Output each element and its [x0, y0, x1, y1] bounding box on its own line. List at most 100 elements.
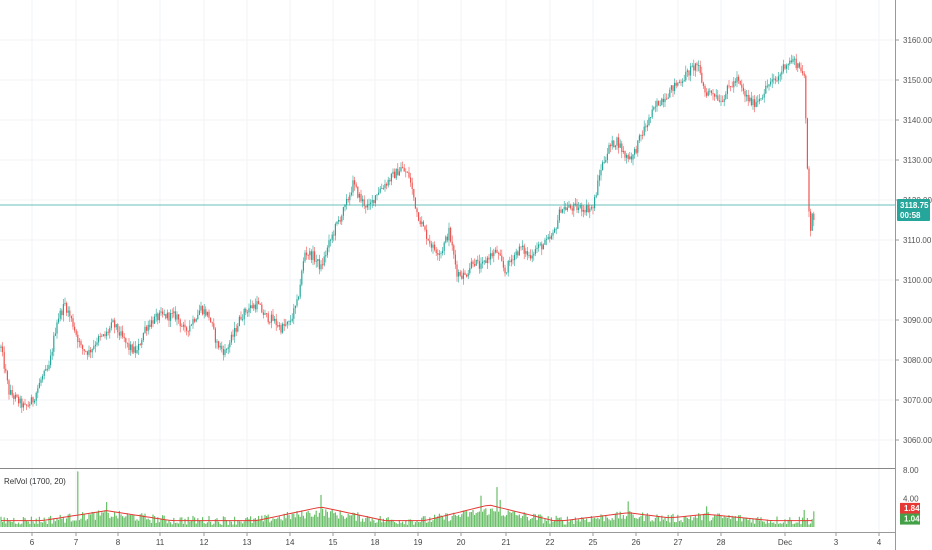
- candle-body: [782, 64, 784, 72]
- relvol-bar: [240, 521, 242, 527]
- relvol-tick-label: 4.00: [903, 495, 919, 504]
- time-tick-label: 3: [834, 538, 839, 547]
- candle-body: [475, 259, 477, 266]
- relvol-bar: [26, 520, 28, 527]
- candle-body: [597, 180, 599, 196]
- relvol-bar: [658, 515, 660, 527]
- candle-body: [806, 118, 808, 169]
- relvol-bar: [221, 524, 223, 527]
- candle-body: [170, 313, 172, 321]
- relvol-bar: [80, 518, 82, 527]
- candle-body: [392, 171, 394, 174]
- candle-body: [66, 303, 68, 313]
- candle-body: [629, 156, 631, 160]
- relvol-bar: [266, 515, 268, 527]
- candle-body: [451, 241, 453, 246]
- candle-body: [8, 380, 10, 395]
- candle-body: [662, 98, 664, 103]
- candle-body: [358, 194, 360, 198]
- candle-body: [773, 78, 775, 80]
- relvol-bar: [586, 518, 588, 527]
- candle-body: [406, 171, 408, 173]
- relvol-bar: [149, 519, 151, 527]
- relvol-bar: [616, 511, 618, 527]
- candle-body: [302, 261, 304, 271]
- candle-body: [656, 100, 658, 107]
- relvol-bar: [3, 517, 5, 527]
- candle-body: [69, 310, 71, 317]
- relvol-bar: [682, 522, 684, 527]
- candle-body: [594, 197, 596, 209]
- relvol-bar: [243, 521, 245, 527]
- relvol-bar: [611, 518, 613, 527]
- candle-body: [320, 264, 322, 270]
- relvol-bar: [366, 515, 368, 527]
- candle-body: [128, 343, 130, 351]
- candle-body: [174, 311, 176, 320]
- candle-body: [763, 93, 765, 98]
- candle-body: [410, 177, 412, 183]
- relvol-bar: [472, 509, 474, 527]
- candle-body: [699, 65, 701, 73]
- candle-body: [365, 205, 367, 208]
- candle-body: [26, 404, 28, 406]
- candle-body: [304, 252, 306, 262]
- candle-body: [562, 209, 564, 213]
- relvol-bar: [274, 519, 276, 527]
- candle-body: [608, 144, 610, 154]
- relvol-bar: [789, 517, 791, 527]
- candle-body: [139, 344, 141, 346]
- candle-body: [802, 71, 804, 74]
- candle-body: [181, 326, 183, 327]
- candle-body: [408, 172, 410, 178]
- candle-body: [101, 335, 103, 337]
- relvol-bar: [48, 517, 50, 527]
- candle-body: [550, 235, 552, 239]
- grid: [0, 0, 895, 532]
- candle-body: [749, 97, 751, 102]
- candle-body: [314, 251, 316, 262]
- relvol-bar: [714, 514, 716, 527]
- relvol-bar: [286, 512, 288, 527]
- candle-body: [133, 346, 135, 353]
- relvol-bar: [178, 523, 180, 527]
- candle-body: [664, 98, 666, 103]
- relvol-bar: [499, 499, 501, 527]
- relvol-bar: [102, 512, 104, 527]
- candle-body: [59, 310, 61, 319]
- relvol-bar: [784, 519, 786, 527]
- candle-body: [512, 259, 514, 261]
- candle-body: [141, 340, 143, 346]
- candle-body: [464, 272, 466, 275]
- relvol-bar: [674, 522, 676, 527]
- candle-body: [186, 327, 188, 331]
- relvol-bar: [179, 517, 181, 527]
- relvol-bar: [262, 521, 264, 527]
- candle-body: [222, 349, 224, 355]
- candle-body: [389, 179, 391, 182]
- candle-body: [659, 105, 661, 107]
- relvol-bar: [750, 522, 752, 527]
- candle-body: [286, 321, 288, 325]
- time-tick-label: 15: [329, 538, 338, 547]
- candle-body: [294, 305, 296, 309]
- candle-body: [368, 204, 370, 205]
- relvol-bar: [336, 515, 338, 527]
- relvol-bar: [214, 519, 216, 527]
- candle-body: [555, 228, 557, 230]
- candle-body: [469, 267, 471, 274]
- relvol-bar: [621, 518, 623, 527]
- candle-body: [541, 243, 543, 250]
- candle-body: [344, 204, 346, 208]
- relvol-bar: [613, 519, 615, 527]
- candle-body: [510, 259, 512, 263]
- relvol-bar: [600, 514, 602, 527]
- relvol-bar: [507, 510, 509, 527]
- relvol-bar: [520, 518, 522, 527]
- candle-body: [797, 63, 799, 68]
- relvol-bar: [123, 517, 125, 527]
- relvol-bar: [539, 514, 541, 527]
- candle-body: [582, 209, 584, 212]
- candle-body: [152, 320, 154, 324]
- relvol-bar: [512, 511, 514, 527]
